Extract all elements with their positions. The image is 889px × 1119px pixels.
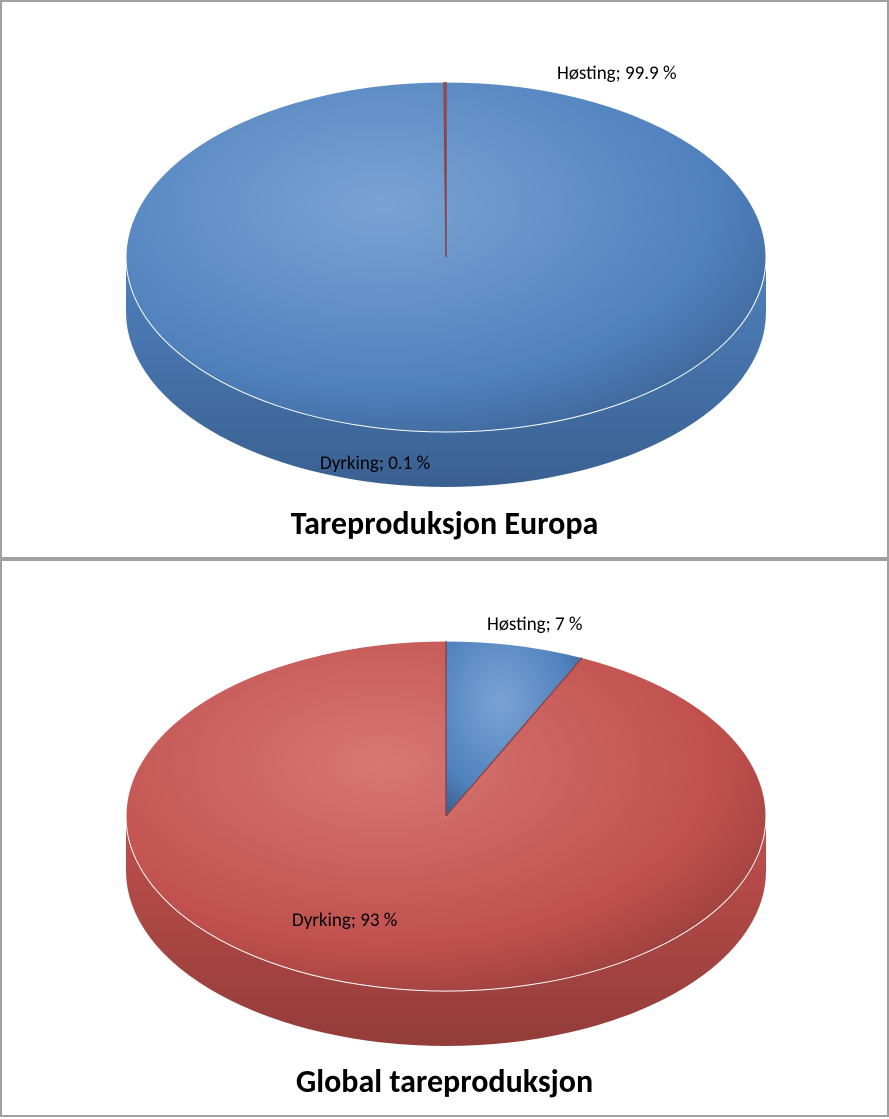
slice-label-hosting-global: Høsting; 7 %	[487, 613, 583, 636]
chart-area-global	[2, 561, 887, 1117]
chart-panel-global: Høsting; 7 % Dyrking; 93 % Global tarepr…	[0, 559, 889, 1117]
pie-chart-europe	[2, 2, 887, 559]
slice-label-dyrking-europe: Dyrking; 0.1 %	[320, 452, 430, 475]
chart-title-global: Global tareproduksjon	[2, 1062, 887, 1101]
slice-label-dyrking-global: Dyrking; 93 %	[292, 909, 397, 932]
chart-panel-europe: Høsting; 99.9 % Dyrking; 0.1 % Tareprodu…	[0, 0, 889, 559]
pie-chart-global	[2, 561, 887, 1117]
chart-title-europe: Tareproduksjon Europa	[2, 504, 887, 543]
chart-area-europe	[2, 2, 887, 559]
slice-label-hosting-europe: Høsting; 99.9 %	[557, 62, 677, 85]
